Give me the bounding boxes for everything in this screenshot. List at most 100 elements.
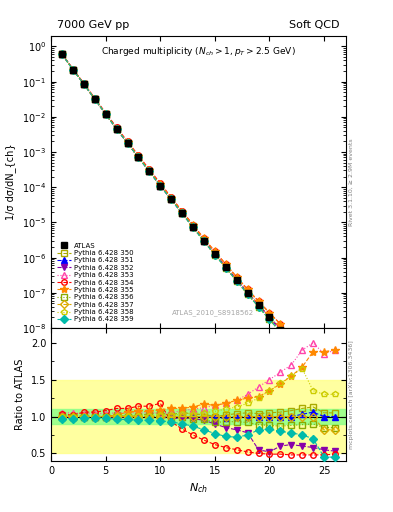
Pythia 6.428 357 [202, 238, 206, 244]
Pythia 6.428 359 [332, 387, 337, 393]
ATLAS [321, 374, 326, 380]
Pythia 6.428 354 [300, 344, 305, 350]
Pythia 6.428 354 [311, 355, 316, 361]
Pythia 6.428 355 [180, 209, 184, 215]
Pythia 6.428 353 [311, 362, 316, 369]
ATLAS [60, 51, 64, 57]
Pythia 6.428 355 [202, 236, 206, 242]
Pythia 6.428 354 [278, 321, 283, 327]
Pythia 6.428 351 [267, 314, 272, 321]
Pythia 6.428 350 [321, 373, 326, 379]
Pythia 6.428 359 [256, 304, 261, 310]
Pythia 6.428 354 [245, 286, 250, 292]
Pythia 6.428 354 [60, 51, 64, 57]
ATLAS [147, 168, 152, 175]
Pythia 6.428 357 [60, 51, 64, 57]
Pythia 6.428 358 [278, 329, 283, 335]
Pythia 6.428 352 [311, 362, 316, 369]
Text: ATLAS_2010_S8918562: ATLAS_2010_S8918562 [172, 310, 254, 316]
Pythia 6.428 358 [234, 278, 239, 284]
Pythia 6.428 358 [169, 196, 174, 202]
Pythia 6.428 358 [256, 304, 261, 310]
Pythia 6.428 359 [71, 67, 75, 73]
Pythia 6.428 355 [191, 222, 195, 228]
Pythia 6.428 359 [180, 210, 184, 217]
Pythia 6.428 352 [245, 290, 250, 296]
Pythia 6.428 350 [92, 96, 97, 102]
Pythia 6.428 351 [245, 290, 250, 296]
Pythia 6.428 356 [60, 51, 64, 57]
Pythia 6.428 357 [158, 183, 163, 189]
Pythia 6.428 358 [267, 316, 272, 323]
Line: Pythia 6.428 350: Pythia 6.428 350 [59, 51, 338, 390]
Pythia 6.428 356 [158, 183, 163, 189]
Pythia 6.428 355 [267, 310, 272, 316]
Pythia 6.428 354 [103, 110, 108, 116]
ATLAS [234, 277, 239, 283]
Pythia 6.428 357 [71, 67, 75, 73]
Pythia 6.428 351 [202, 238, 206, 244]
Pythia 6.428 351 [169, 196, 174, 202]
Pythia 6.428 359 [60, 51, 64, 57]
Pythia 6.428 355 [213, 248, 217, 254]
Pythia 6.428 359 [321, 377, 326, 383]
Pythia 6.428 354 [125, 138, 130, 144]
Pythia 6.428 359 [147, 168, 152, 175]
ATLAS [311, 364, 316, 370]
Pythia 6.428 359 [92, 96, 97, 102]
Pythia 6.428 353 [60, 51, 64, 57]
Pythia 6.428 354 [202, 236, 206, 242]
Pythia 6.428 357 [92, 96, 97, 102]
Pythia 6.428 358 [202, 238, 206, 244]
Pythia 6.428 354 [180, 208, 184, 214]
Pythia 6.428 351 [191, 224, 195, 230]
ATLAS [245, 290, 250, 296]
Pythia 6.428 358 [81, 81, 86, 87]
Pythia 6.428 356 [234, 278, 239, 284]
Pythia 6.428 358 [71, 67, 75, 73]
Pythia 6.428 357 [114, 126, 119, 132]
Pythia 6.428 350 [180, 209, 184, 216]
Pythia 6.428 356 [213, 252, 217, 258]
Pythia 6.428 357 [125, 140, 130, 146]
Pythia 6.428 359 [103, 111, 108, 117]
ATLAS [300, 351, 305, 357]
Pythia 6.428 353 [136, 155, 141, 161]
Pythia 6.428 358 [158, 183, 163, 189]
Pythia 6.428 356 [71, 67, 75, 73]
Pythia 6.428 356 [300, 353, 305, 359]
Pythia 6.428 350 [289, 338, 294, 344]
Pythia 6.428 357 [245, 291, 250, 297]
Line: Pythia 6.428 353: Pythia 6.428 353 [59, 52, 338, 391]
Pythia 6.428 355 [169, 195, 174, 201]
Pythia 6.428 352 [147, 168, 152, 175]
Pythia 6.428 353 [103, 111, 108, 117]
Pythia 6.428 356 [125, 140, 130, 146]
Pythia 6.428 354 [332, 376, 337, 382]
Text: Soft QCD: Soft QCD [290, 20, 340, 30]
Pythia 6.428 356 [202, 238, 206, 244]
Pythia 6.428 350 [234, 276, 239, 283]
Pythia 6.428 356 [223, 265, 228, 271]
Pythia 6.428 353 [213, 251, 217, 257]
Pythia 6.428 353 [300, 351, 305, 357]
Pythia 6.428 356 [332, 387, 337, 393]
Pythia 6.428 358 [103, 111, 108, 117]
Pythia 6.428 357 [103, 111, 108, 117]
Pythia 6.428 354 [234, 274, 239, 280]
Pythia 6.428 352 [234, 277, 239, 283]
ATLAS [71, 67, 75, 73]
Pythia 6.428 351 [311, 362, 316, 369]
Pythia 6.428 352 [103, 111, 108, 117]
Pythia 6.428 354 [267, 310, 272, 316]
ATLAS [136, 155, 141, 161]
Pythia 6.428 357 [300, 353, 305, 359]
Pythia 6.428 351 [180, 210, 184, 217]
Pythia 6.428 358 [332, 387, 337, 393]
Line: Pythia 6.428 356: Pythia 6.428 356 [59, 52, 338, 393]
Pythia 6.428 358 [125, 140, 130, 146]
Pythia 6.428 350 [332, 384, 337, 390]
Pythia 6.428 350 [213, 250, 217, 257]
Pythia 6.428 358 [321, 377, 326, 383]
ATLAS [81, 81, 86, 87]
